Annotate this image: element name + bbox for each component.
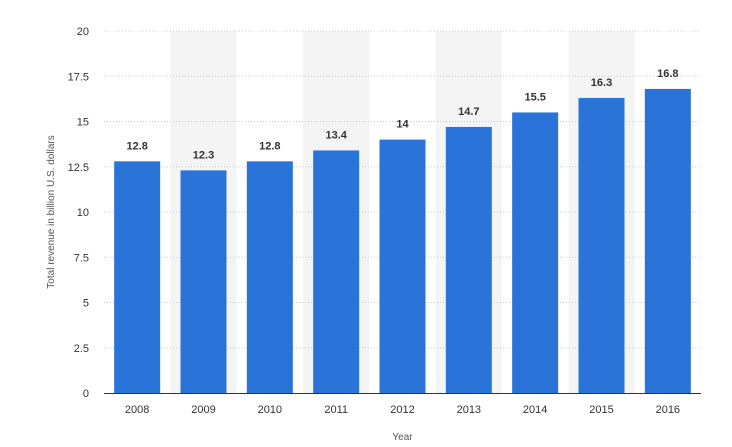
y-tick-label: 10 xyxy=(77,207,89,219)
y-tick-label: 20 xyxy=(77,26,89,38)
y-tick-label: 5 xyxy=(83,298,89,310)
bar-2013[interactable] xyxy=(445,126,492,394)
data-label: 12.3 xyxy=(193,149,214,161)
data-label: 14 xyxy=(396,119,409,131)
x-tick-label: 2011 xyxy=(324,404,348,416)
x-tick-label: 2012 xyxy=(390,404,414,416)
y-tick-label: 2.5 xyxy=(74,343,89,355)
y-axis-title: Total revenue in billion U.S. dollars xyxy=(46,135,57,288)
bar-2014[interactable] xyxy=(512,112,559,393)
data-label: 16.8 xyxy=(657,68,678,80)
bar-2015[interactable] xyxy=(578,97,625,393)
data-label: 12.8 xyxy=(259,140,280,152)
bar-2011[interactable] xyxy=(313,150,360,393)
bar-2010[interactable] xyxy=(246,161,293,393)
y-tick-label: 0 xyxy=(83,388,89,400)
data-label: 14.7 xyxy=(458,106,479,118)
x-tick-label: 2016 xyxy=(656,404,680,416)
x-tick-label: 2013 xyxy=(457,404,481,416)
y-axis-ticks: 0 2.5 5 7.5 10 12.5 15 17.5 20 xyxy=(68,26,89,400)
x-tick-label: 2009 xyxy=(191,404,215,416)
data-label: 16.3 xyxy=(591,77,612,89)
data-label: 13.4 xyxy=(325,129,347,141)
bar-2009[interactable] xyxy=(180,170,227,393)
bar-2008[interactable] xyxy=(114,161,161,393)
bar-2012[interactable] xyxy=(379,139,426,393)
x-axis-title: Year xyxy=(392,432,413,443)
y-tick-label: 12.5 xyxy=(68,162,89,174)
x-tick-label: 2015 xyxy=(589,404,613,416)
y-tick-label: 15 xyxy=(77,117,89,129)
y-tick-label: 17.5 xyxy=(68,71,89,83)
data-label: 12.8 xyxy=(126,140,147,152)
y-tick-label: 7.5 xyxy=(74,252,89,264)
bar-2016[interactable] xyxy=(644,88,691,394)
x-tick-label: 2008 xyxy=(125,404,149,416)
data-labels: 12.8 12.3 12.8 13.4 14 14.7 15.5 16.3 16.8 xyxy=(126,68,678,161)
bars xyxy=(114,88,691,394)
x-tick-label: 2010 xyxy=(258,404,282,416)
data-label: 15.5 xyxy=(524,91,545,103)
x-tick-label: 2014 xyxy=(523,404,547,416)
x-axis-ticks: 2008 2009 2010 2011 2012 2013 2014 2015 2016 xyxy=(125,404,680,416)
